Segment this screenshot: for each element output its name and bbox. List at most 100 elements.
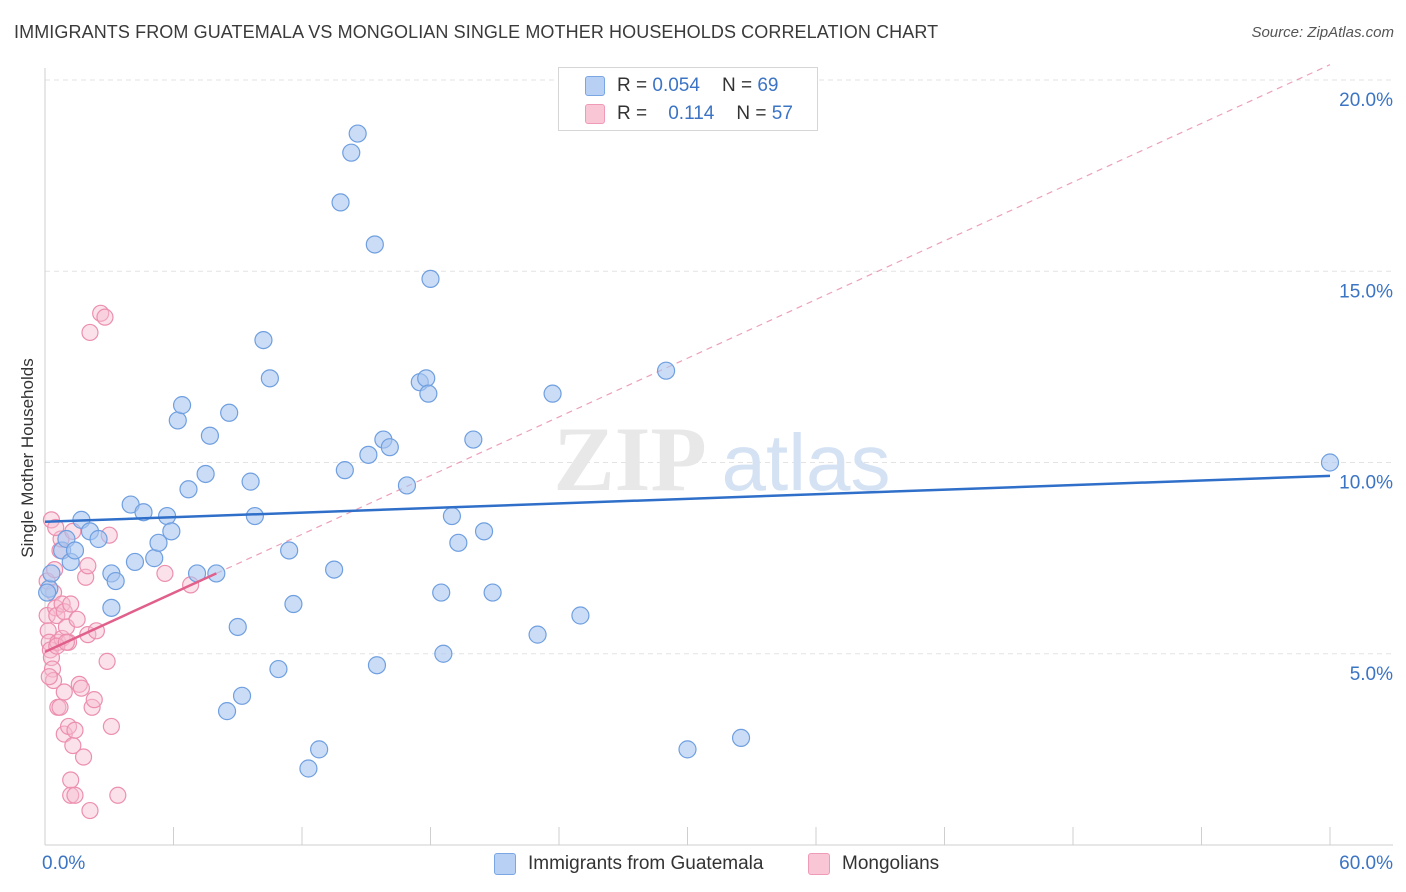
point-guatemala-63 [571, 606, 590, 625]
point-guatemala-43 [348, 124, 367, 143]
bottom-legend-label: Mongolians [842, 853, 940, 874]
point-mongolians-34 [74, 748, 93, 766]
point-mongolians-24 [62, 786, 80, 804]
legend-r-label: R = [617, 75, 648, 96]
point-guatemala-45 [365, 235, 384, 254]
point-guatemala-30 [241, 472, 260, 491]
legend-r-value: 0.054 [652, 75, 700, 96]
point-guatemala-59 [474, 522, 494, 541]
point-guatemala-26 [220, 403, 239, 422]
y-tick-label-1: 10.0% [1339, 473, 1393, 494]
point-mongolians-26 [62, 595, 80, 613]
point-guatemala-38 [310, 740, 329, 759]
point-guatemala-65 [678, 740, 697, 759]
point-guatemala-68 [38, 583, 57, 602]
point-mongolians-38 [81, 801, 99, 820]
point-mongolians-39 [81, 323, 99, 342]
point-guatemala-5 [65, 541, 85, 560]
x-tick-label-0: 0.0% [42, 853, 85, 874]
bottom-legend-guatemala: Immigrants from Guatemala [494, 851, 763, 877]
series-guatemala [38, 124, 1340, 778]
point-mongolians-45 [98, 652, 116, 671]
point-guatemala-34 [269, 659, 288, 679]
y-axis-label: Single Mother Households [18, 358, 37, 558]
point-guatemala-44 [359, 445, 378, 464]
point-guatemala-35 [280, 541, 299, 560]
legend-swatch-pink [585, 104, 605, 124]
point-guatemala-49 [397, 476, 417, 495]
point-guatemala-66 [731, 728, 751, 748]
bottom-legend-label: Immigrants from Guatemala [528, 853, 764, 874]
point-guatemala-39 [325, 560, 344, 579]
gridlines [45, 79, 1393, 655]
point-mongolians-53 [47, 518, 65, 537]
point-guatemala-24 [200, 426, 220, 445]
chart-title: IMMIGRANTS FROM GUATEMALA VS MONGOLIAN S… [14, 22, 939, 42]
point-guatemala-52 [419, 384, 438, 403]
point-guatemala-36 [284, 594, 303, 614]
watermark: ZIP atlas [553, 408, 890, 510]
point-guatemala-8 [89, 529, 108, 549]
legend-n-label: N = [721, 75, 753, 96]
tick-labels: 5.0% 10.0% 15.0% 20.0% 0.0% 60.0% [42, 90, 1393, 874]
point-guatemala-58 [464, 430, 483, 449]
point-guatemala-60 [483, 583, 502, 602]
legend-swatch-blue [585, 76, 605, 96]
point-guatemala-61 [528, 625, 547, 644]
point-guatemala-54 [432, 583, 451, 602]
bottom-legend-mongolians: Mongolians [808, 851, 939, 877]
x-tick-label-1: 60.0% [1339, 853, 1393, 874]
point-guatemala-40 [331, 193, 350, 212]
point-guatemala-53 [421, 269, 440, 288]
watermark-zip: ZIP [553, 408, 706, 510]
y-tick-label-3: 20.0% [1339, 90, 1393, 111]
trend-line-mongolians [44, 572, 217, 653]
point-mongolians-30 [68, 610, 86, 628]
point-guatemala-31 [245, 506, 264, 526]
point-mongolians-31 [66, 721, 84, 739]
legend-r-value: 0.114 [668, 103, 715, 124]
point-guatemala-57 [449, 533, 468, 552]
bottom-legend-swatch-pink [808, 853, 830, 875]
point-guatemala-42 [342, 143, 361, 162]
trend-line-guatemala [44, 474, 1331, 524]
source-label: Source: ZipAtlas.com [1251, 24, 1394, 41]
legend-n-value: 69 [757, 75, 779, 96]
point-guatemala-19 [168, 411, 187, 430]
point-guatemala-56 [442, 506, 462, 526]
point-guatemala-48 [380, 438, 399, 457]
trend-lines [44, 474, 1331, 653]
point-guatemala-11 [102, 598, 121, 617]
point-mongolians-41 [85, 691, 103, 709]
point-guatemala-41 [335, 461, 354, 480]
axes [44, 68, 1393, 846]
point-guatemala-46 [367, 656, 387, 675]
bottom-legend-swatch-blue [494, 853, 516, 875]
point-guatemala-37 [299, 759, 318, 778]
point-mongolians-55 [40, 668, 58, 686]
point-guatemala-51 [417, 369, 436, 388]
legend-n-label: N = [736, 103, 767, 124]
point-mongolians-33 [72, 679, 91, 697]
y-tick-label-2: 15.0% [1339, 281, 1393, 302]
point-guatemala-15 [145, 549, 164, 568]
point-guatemala-18 [162, 522, 181, 541]
series-mongolians [38, 304, 200, 820]
point-guatemala-10 [106, 571, 125, 591]
legend-box: R = 0.054 N = 69 R = 0.114 N = 57 [558, 67, 818, 131]
point-mongolians-20 [55, 683, 73, 701]
point-mongolians-25 [62, 771, 80, 789]
legend-row-mongolians: R = 0.114 N = 57 [585, 101, 793, 127]
point-guatemala-32 [254, 331, 273, 350]
point-mongolians-13 [51, 698, 69, 716]
point-guatemala-1 [42, 564, 61, 583]
point-guatemala-16 [149, 533, 168, 552]
point-mongolians-49 [156, 564, 174, 583]
point-guatemala-14 [134, 503, 153, 522]
point-guatemala-20 [172, 396, 192, 415]
point-mongolians-44 [96, 308, 114, 326]
point-guatemala-33 [260, 369, 279, 388]
point-guatemala-13 [125, 552, 145, 572]
legend-row-guatemala: R = 0.054 N = 69 [585, 73, 778, 99]
